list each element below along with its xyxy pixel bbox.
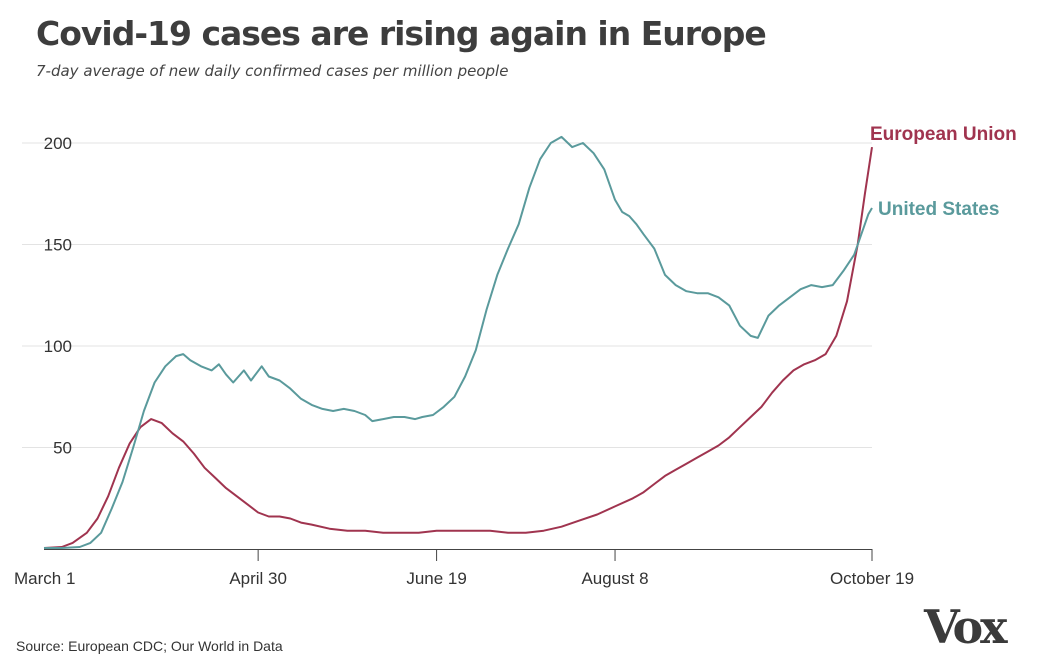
source-note: Source: European CDC; Our World in Data xyxy=(16,638,283,654)
vox-logo: Vox xyxy=(924,600,1008,654)
x-tick-label-2: June 19 xyxy=(406,569,467,588)
chart-subtitle: 7-day average of new daily confirmed cas… xyxy=(36,62,509,80)
x-tick-label-0: March 1 xyxy=(14,569,75,588)
series-line-united-states xyxy=(44,135,873,549)
x-tick-label-4: October 19 xyxy=(830,569,914,588)
y-tick-label-100: 100 xyxy=(44,337,72,356)
y-tick-label-50: 50 xyxy=(53,439,72,458)
series-label-united-states: United States xyxy=(878,199,999,220)
series-line-european-union xyxy=(43,146,873,549)
y-tick-label-150: 150 xyxy=(44,236,72,255)
y-tick-label-200: 200 xyxy=(44,134,72,153)
series-label-european-union: European Union xyxy=(870,124,1017,145)
x-tick-label-3: August 8 xyxy=(581,569,648,588)
chart-title: Covid-19 cases are rising again in Europ… xyxy=(36,14,767,53)
x-tick-label-1: April 30 xyxy=(229,569,287,588)
